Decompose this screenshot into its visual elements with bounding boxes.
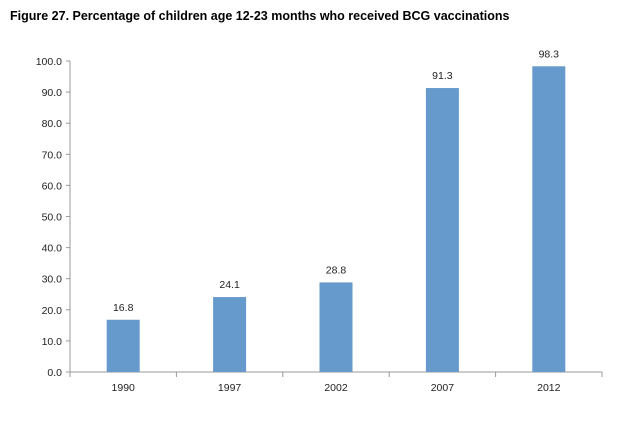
y-tick-label: 40.0 — [42, 243, 63, 255]
y-tick-label: 20.0 — [42, 305, 63, 317]
figure-title: Figure 27. Percentage of children age 12… — [10, 9, 510, 23]
bar-2007 — [425, 88, 459, 372]
x-tick-label: 2007 — [431, 382, 455, 394]
bar-2012 — [532, 66, 566, 373]
y-tick-label: 60.0 — [42, 180, 63, 192]
x-tick-label: 2002 — [324, 382, 348, 394]
value-labels: 16.8 24.1 28.8 91.3 98.3 — [113, 48, 559, 313]
bar-1997 — [213, 297, 247, 372]
y-tick-label: 30.0 — [42, 274, 63, 286]
data-label-1997: 24.1 — [219, 279, 240, 291]
x-tick-label: 1990 — [112, 382, 136, 394]
y-tick-label: 10.0 — [42, 336, 63, 348]
x-axis: 1990 1997 2002 2007 2012 — [69, 371, 603, 394]
y-tick-label: 50.0 — [42, 212, 63, 224]
x-tick-label: 1997 — [218, 382, 242, 394]
data-label-2007: 91.3 — [432, 70, 453, 82]
y-tick-label: 100.0 — [36, 56, 62, 68]
y-tick-label: 90.0 — [42, 87, 63, 99]
data-label-2002: 28.8 — [326, 264, 347, 276]
y-tick-label: 70.0 — [42, 149, 63, 161]
y-axis: 0.0 10.0 20.0 30.0 40.0 50.0 60.0 70.0 80.0 90.0 1… — [36, 56, 71, 379]
bar-1990 — [106, 319, 140, 372]
bars — [106, 66, 566, 373]
data-label-2012: 98.3 — [539, 48, 560, 60]
data-label-1990: 16.8 — [113, 302, 134, 314]
bar-2002 — [319, 282, 353, 372]
y-tick-label: 0.0 — [47, 367, 62, 379]
x-tick-label: 2012 — [537, 382, 561, 394]
y-tick-label: 80.0 — [42, 118, 63, 130]
